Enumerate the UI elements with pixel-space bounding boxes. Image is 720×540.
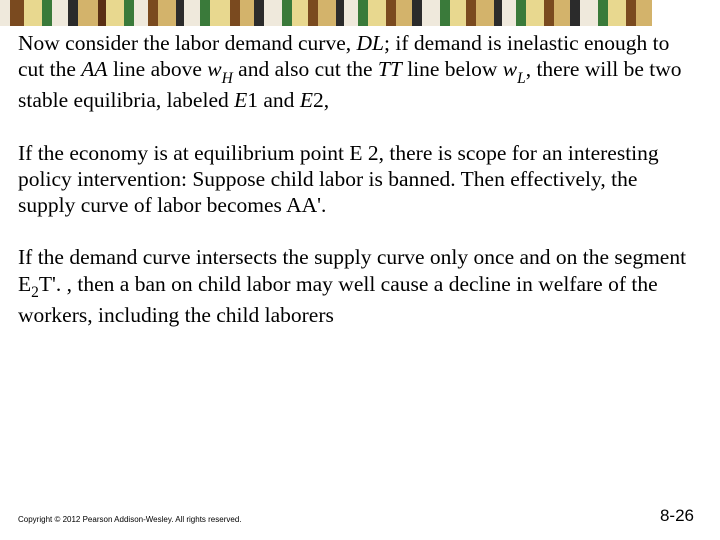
top-border-pattern: [0, 0, 720, 26]
border-segment: [134, 0, 148, 26]
border-segment: [308, 0, 318, 26]
text-sub: 2: [31, 284, 39, 301]
border-segment: [358, 0, 368, 26]
border-segment: [158, 0, 176, 26]
border-segment: [580, 0, 598, 26]
text-italic: TT: [378, 57, 402, 81]
border-segment: [422, 0, 440, 26]
border-segment: [554, 0, 570, 26]
border-segment: [626, 0, 636, 26]
text-italic: AA: [81, 57, 107, 81]
border-segment: [502, 0, 516, 26]
text: 2,: [313, 88, 329, 112]
border-segment: [68, 0, 78, 26]
border-segment: [200, 0, 210, 26]
page-number: 8-26: [660, 506, 694, 526]
text: and also cut the: [233, 57, 378, 81]
text: Now consider the labor demand curve,: [18, 31, 357, 55]
border-segment: [368, 0, 386, 26]
copyright-text: Copyright © 2012 Pearson Addison-Wesley.…: [18, 515, 242, 524]
border-segment: [264, 0, 282, 26]
text: line below: [402, 57, 503, 81]
border-segment: [240, 0, 254, 26]
text-italic: w: [503, 57, 517, 81]
border-segment: [0, 0, 10, 26]
border-segment: [440, 0, 450, 26]
text: T'. , then a ban on child labor may well…: [18, 272, 658, 327]
border-segment: [10, 0, 24, 26]
border-segment: [318, 0, 336, 26]
border-segment: [344, 0, 358, 26]
paragraph-2: If the economy is at equilibrium point E…: [18, 140, 690, 219]
border-segment: [176, 0, 184, 26]
border-segment: [98, 0, 106, 26]
paragraph-3: If the demand curve intersects the suppl…: [18, 244, 690, 328]
border-segment: [24, 0, 42, 26]
border-segment: [598, 0, 608, 26]
border-segment: [466, 0, 476, 26]
border-segment: [124, 0, 134, 26]
paragraph-1: Now consider the labor demand curve, DL;…: [18, 30, 690, 114]
border-segment: [608, 0, 626, 26]
border-segment: [526, 0, 544, 26]
text: line above: [108, 57, 208, 81]
border-segment: [450, 0, 466, 26]
border-segment: [42, 0, 52, 26]
slide-content: Now consider the labor demand curve, DL;…: [18, 30, 690, 354]
text-italic: E: [300, 88, 313, 112]
border-segment: [544, 0, 554, 26]
border-segment: [476, 0, 494, 26]
text-italic: E: [234, 88, 247, 112]
border-segment: [52, 0, 68, 26]
border-segment: [336, 0, 344, 26]
border-segment: [386, 0, 396, 26]
border-segment: [78, 0, 98, 26]
text: 1 and: [247, 88, 300, 112]
border-segment: [148, 0, 158, 26]
text-italic: w: [207, 57, 221, 81]
border-segment: [570, 0, 580, 26]
text-sub: L: [517, 70, 526, 87]
border-segment: [254, 0, 264, 26]
border-segment: [396, 0, 412, 26]
border-segment: [230, 0, 240, 26]
border-segment: [636, 0, 652, 26]
text-sub: H: [222, 70, 233, 87]
border-segment: [516, 0, 526, 26]
border-segment: [292, 0, 308, 26]
border-segment: [412, 0, 422, 26]
border-segment: [184, 0, 200, 26]
text-italic: DL: [357, 31, 384, 55]
border-segment: [106, 0, 124, 26]
border-segment: [210, 0, 230, 26]
border-segment: [494, 0, 502, 26]
border-segment: [282, 0, 292, 26]
